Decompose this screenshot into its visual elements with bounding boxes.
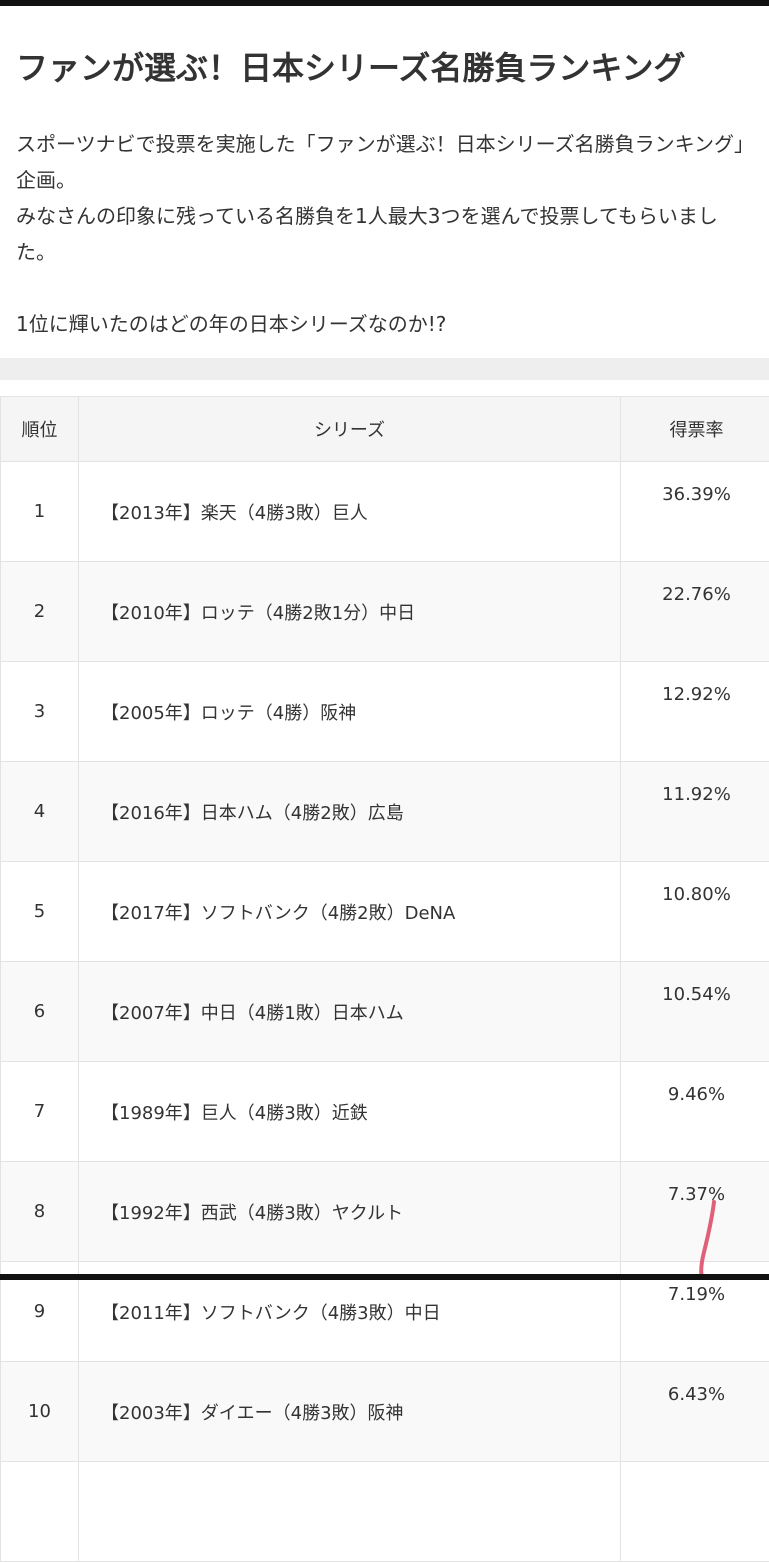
- rank-cell-partial: [1, 1462, 79, 1562]
- series-cell: 【2013年】楽天（4勝3敗）巨人: [79, 462, 621, 562]
- header-rate: 得票率: [621, 397, 769, 462]
- table-row: 7 【1989年】巨人（4勝3敗）近鉄 9.46%: [1, 1062, 769, 1162]
- table-header-row: 順位 シリーズ 得票率: [1, 397, 769, 462]
- rank-cell: 5: [1, 862, 79, 962]
- intro-paragraph-3: 1位に輝いたのはどの年の日本シリーズなのか!?: [16, 306, 756, 342]
- rank-cell: 2: [1, 562, 79, 662]
- header-series: シリーズ: [79, 397, 621, 462]
- table-row: 10 【2003年】ダイエー（4勝3敗）阪神 6.43%: [1, 1362, 769, 1462]
- rank-cell: 6: [1, 962, 79, 1062]
- series-cell: 【2007年】中日（4勝1敗）日本ハム: [79, 962, 621, 1062]
- table-row-partial: [1, 1462, 769, 1562]
- table-row: 4 【2016年】日本ハム（4勝2敗）広島 11.92%: [1, 762, 769, 862]
- rate-cell: 10.54%: [621, 962, 769, 1062]
- series-cell: 【2017年】ソフトバンク（4勝2敗）DeNA: [79, 862, 621, 962]
- series-cell-partial: [79, 1462, 621, 1562]
- rank-cell: 8: [1, 1162, 79, 1262]
- intro-text: スポーツナビで投票を実施した「ファンが選ぶ！日本シリーズ名勝負ランキング」企画。…: [16, 126, 756, 342]
- table-row: 6 【2007年】中日（4勝1敗）日本ハム 10.54%: [1, 962, 769, 1062]
- rate-cell: 22.76%: [621, 562, 769, 662]
- rank-cell: 7: [1, 1062, 79, 1162]
- table-row: 2 【2010年】ロッテ（4勝2敗1分）中日 22.76%: [1, 562, 769, 662]
- series-cell: 【2003年】ダイエー（4勝3敗）阪神: [79, 1362, 621, 1462]
- rate-cell: 6.43%: [621, 1362, 769, 1462]
- rate-cell: 7.37%: [621, 1162, 769, 1262]
- table-row: 8 【1992年】西武（4勝3敗）ヤクルト 7.37%: [1, 1162, 769, 1262]
- paragraph-spacer: [16, 270, 756, 306]
- intro-paragraph-1: スポーツナビで投票を実施した「ファンが選ぶ！日本シリーズ名勝負ランキング」企画。: [16, 126, 756, 198]
- rate-cell: 11.92%: [621, 762, 769, 862]
- table-row: 5 【2017年】ソフトバンク（4勝2敗）DeNA 10.80%: [1, 862, 769, 962]
- rate-cell: 10.80%: [621, 862, 769, 962]
- rank-cell: 1: [1, 462, 79, 562]
- rate-cell: 9.46%: [621, 1062, 769, 1162]
- ranking-table: 順位 シリーズ 得票率 1 【2013年】楽天（4勝3敗）巨人 36.39% 2…: [0, 396, 769, 1562]
- intro-paragraph-2: みなさんの印象に残っている名勝負を1人最大3つを選んで投票してもらいました。: [16, 198, 756, 270]
- top-border: [0, 0, 769, 6]
- series-cell: 【2005年】ロッテ（4勝）阪神: [79, 662, 621, 762]
- bottom-border: [0, 1274, 769, 1280]
- rank-cell: 10: [1, 1362, 79, 1462]
- series-cell: 【1992年】西武（4勝3敗）ヤクルト: [79, 1162, 621, 1262]
- rate-cell-partial: [621, 1462, 769, 1562]
- series-cell: 【2010年】ロッテ（4勝2敗1分）中日: [79, 562, 621, 662]
- page-title: ファンが選ぶ！日本シリーズ名勝負ランキング: [16, 46, 756, 90]
- table-row: 3 【2005年】ロッテ（4勝）阪神 12.92%: [1, 662, 769, 762]
- header-rank: 順位: [1, 397, 79, 462]
- table-row: 1 【2013年】楽天（4勝3敗）巨人 36.39%: [1, 462, 769, 562]
- rank-cell: 3: [1, 662, 79, 762]
- rate-cell: 12.92%: [621, 662, 769, 762]
- rank-cell: 4: [1, 762, 79, 862]
- section-divider: [0, 358, 769, 380]
- series-cell: 【2016年】日本ハム（4勝2敗）広島: [79, 762, 621, 862]
- series-cell: 【1989年】巨人（4勝3敗）近鉄: [79, 1062, 621, 1162]
- rate-cell: 36.39%: [621, 462, 769, 562]
